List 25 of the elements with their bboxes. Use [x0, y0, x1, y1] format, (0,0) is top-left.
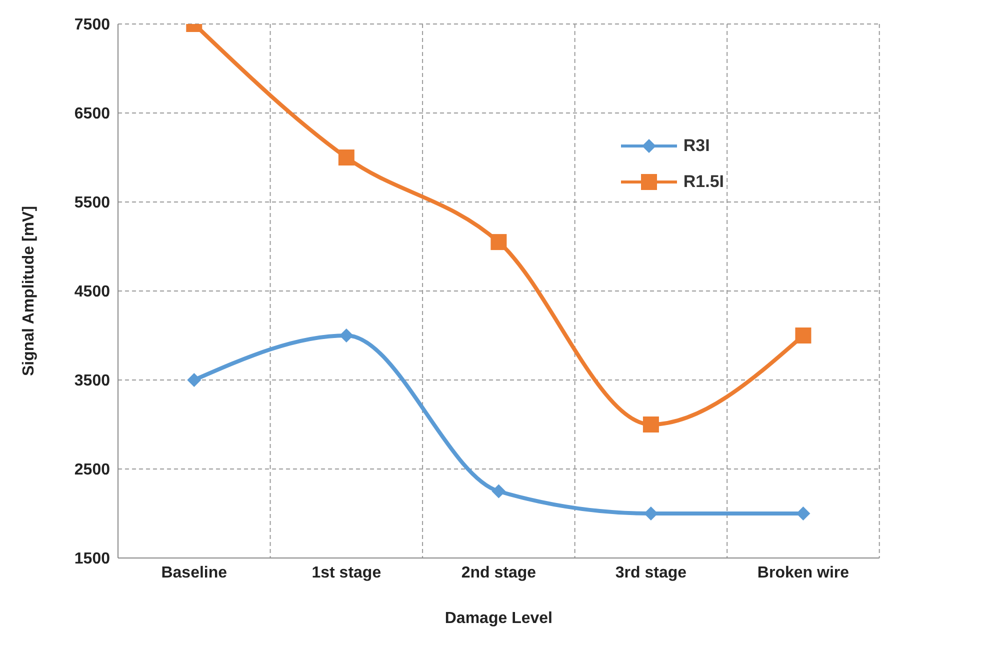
y-tick-label: 5500 [74, 194, 110, 212]
x-tick-label: Baseline [161, 564, 228, 582]
y-tick-label: 2500 [74, 462, 110, 479]
point [187, 373, 202, 387]
point [644, 506, 658, 520]
point [642, 416, 659, 432]
point [339, 328, 354, 342]
x-tick-label: 1st stage [312, 564, 382, 582]
y-tick-label: 3500 [74, 372, 110, 390]
y-tick-label: 6500 [74, 106, 110, 123]
x-tick-label: Broken wire [757, 564, 850, 582]
point [492, 484, 506, 498]
point [338, 150, 354, 166]
legend-label: R1.5I [683, 171, 724, 193]
legend-label: R3I [683, 135, 710, 157]
y-axis-title: Signal Amplitude [mV] [20, 206, 38, 376]
point [795, 328, 812, 344]
x-tick-label: 3rd stage [615, 564, 687, 582]
point [796, 506, 810, 520]
y-tick-label: 1500 [74, 550, 110, 568]
y-tick-label: 7500 [74, 16, 110, 34]
x-axis-title: Damage Level [444, 610, 552, 627]
x-tick-label: 2nd stage [461, 564, 536, 582]
point [490, 234, 507, 250]
y-tick-label: 4500 [74, 284, 110, 301]
